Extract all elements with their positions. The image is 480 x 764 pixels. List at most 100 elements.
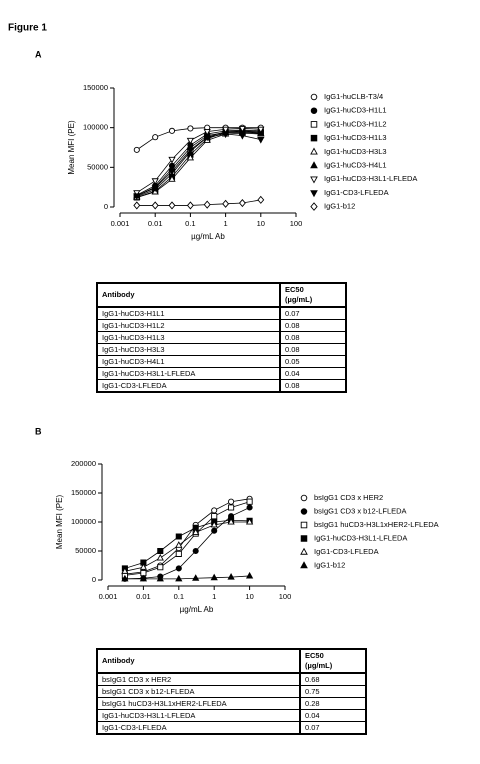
table-cell: bsIgG1 CD3 x b12-LFLEDA bbox=[97, 686, 300, 698]
legend-marker bbox=[311, 191, 317, 197]
table-row: IgG1-huCD3-H1L20.08 bbox=[97, 320, 346, 332]
legend-label: IgG1-CD3-LFLEDA bbox=[324, 188, 389, 197]
table-cell: IgG1-CD3-LFLEDA bbox=[97, 722, 300, 735]
table-cell: IgG1-huCD3-H3L1-LFLEDA bbox=[97, 368, 280, 380]
legend-marker bbox=[311, 108, 317, 114]
table-cell: 0.28 bbox=[300, 698, 366, 710]
table-row: IgG1-huCD3-H4L10.05 bbox=[97, 356, 346, 368]
legend-label: IgG1-huCD3-H4L1 bbox=[324, 160, 387, 169]
header-cell: EC50(µg/mL) bbox=[300, 649, 366, 673]
marker bbox=[212, 508, 217, 513]
header-cell: EC50(µg/mL) bbox=[280, 283, 346, 307]
x-tick-label: 1 bbox=[212, 592, 216, 601]
table-cell: 0.08 bbox=[280, 332, 346, 344]
legend-label: IgG1-huCD3-H3L1-LFLEDA bbox=[324, 174, 417, 183]
legend-marker bbox=[301, 562, 307, 568]
table-row: IgG1-huCD3-H3L1-LFLEDA0.04 bbox=[97, 368, 346, 380]
legend-label: IgG1-huCD3-H1L1 bbox=[324, 106, 387, 115]
header-row: AntibodyEC50(µg/mL) bbox=[97, 283, 346, 307]
y-tick-label: 150000 bbox=[71, 488, 96, 497]
table-row: IgG1-huCD3-H3L30.08 bbox=[97, 344, 346, 356]
y-tick-label: 0 bbox=[92, 575, 96, 584]
marker bbox=[188, 202, 194, 209]
legend-marker bbox=[311, 203, 317, 210]
table-cell: 0.68 bbox=[300, 673, 366, 686]
legend-label: bsIgG1 CD3 x b12-LFLEDA bbox=[314, 506, 407, 515]
marker bbox=[158, 565, 163, 570]
y-tick-label: 100000 bbox=[71, 517, 96, 526]
table-cell: IgG1-huCD3-H1L2 bbox=[97, 320, 280, 332]
table-cell: IgG1-huCD3-H1L3 bbox=[97, 332, 280, 344]
panel-label: B bbox=[35, 426, 42, 436]
legend-marker bbox=[311, 148, 317, 154]
marker bbox=[211, 575, 217, 580]
table-cell: 0.07 bbox=[280, 307, 346, 320]
table-cell: 0.07 bbox=[300, 722, 366, 735]
legend-label: IgG1-huCLB-T3/4 bbox=[324, 92, 383, 101]
table-row: IgG1-huCD3-H1L10.07 bbox=[97, 307, 346, 320]
marker bbox=[176, 576, 182, 581]
marker bbox=[204, 201, 210, 208]
table-cell: IgG1-huCD3-H4L1 bbox=[97, 356, 280, 368]
x-tick-label: 10 bbox=[245, 592, 253, 601]
table-cell: 0.05 bbox=[280, 356, 346, 368]
marker bbox=[158, 548, 163, 553]
y-tick-label: 150000 bbox=[83, 83, 108, 92]
y-tick-label: 50000 bbox=[75, 546, 96, 555]
legend-label: bsIgG1 huCD3-H3L1xHER2-LFLEDA bbox=[314, 520, 439, 529]
marker bbox=[176, 566, 181, 571]
header-row: AntibodyEC50(µg/mL) bbox=[97, 649, 366, 673]
legend-label: IgG1-b12 bbox=[324, 202, 355, 211]
marker bbox=[193, 548, 198, 553]
x-axis-label: µg/mL Ab bbox=[191, 232, 225, 241]
legend-marker bbox=[301, 495, 307, 501]
table-cell: 0.08 bbox=[280, 320, 346, 332]
table-cell: 0.08 bbox=[280, 344, 346, 356]
table-row: IgG1-huCD3-H3L1-LFLEDA0.04 bbox=[97, 710, 366, 722]
x-axis-label: µg/mL Ab bbox=[180, 605, 214, 614]
legend-label: IgG1-b12 bbox=[314, 560, 345, 569]
legend-marker bbox=[311, 122, 317, 128]
marker bbox=[153, 135, 158, 140]
table-row: bsIgG1 CD3 x b12-LFLEDA0.75 bbox=[97, 686, 366, 698]
marker bbox=[228, 499, 233, 504]
marker bbox=[169, 128, 174, 133]
legend-label: IgG1-huCD3-H3L3 bbox=[324, 147, 387, 156]
legend-marker bbox=[301, 536, 307, 542]
marker bbox=[152, 202, 158, 209]
table-cell: 0.04 bbox=[280, 368, 346, 380]
header-text: EC50 bbox=[305, 651, 361, 661]
table-cell: bsIgG1 CD3 x HER2 bbox=[97, 673, 300, 686]
marker bbox=[169, 202, 175, 209]
marker bbox=[212, 528, 217, 533]
legend-label: IgG1-huCD3-H3L1-LFLEDA bbox=[314, 533, 407, 542]
legend-marker bbox=[301, 522, 307, 528]
x-tick-label: 0.01 bbox=[136, 592, 151, 601]
table-cell: IgG1-huCD3-H1L1 bbox=[97, 307, 280, 320]
table-cell: bsIgG1 huCD3-H3L1xHER2-LFLEDA bbox=[97, 698, 300, 710]
page: Figure 1 A0500001000001500000.0010.010.1… bbox=[0, 0, 480, 764]
table-row: IgG1-CD3-LFLEDA0.08 bbox=[97, 380, 346, 393]
legend-marker bbox=[301, 509, 307, 515]
marker bbox=[134, 202, 140, 209]
marker bbox=[228, 505, 233, 510]
legend-label: IgG1-CD3-LFLEDA bbox=[314, 547, 379, 556]
header-text: EC50 bbox=[285, 285, 341, 295]
marker bbox=[258, 196, 264, 203]
y-tick-label: 200000 bbox=[71, 459, 96, 468]
header-text: (µg/mL) bbox=[285, 295, 341, 305]
marker bbox=[157, 555, 163, 560]
marker bbox=[176, 534, 181, 539]
table-row: bsIgG1 CD3 x HER20.68 bbox=[97, 673, 366, 686]
figure-title: Figure 1 bbox=[8, 23, 47, 34]
table-cell: IgG1-CD3-LFLEDA bbox=[97, 380, 280, 393]
x-tick-label: 1 bbox=[224, 219, 228, 228]
table-cell: IgG1-huCD3-H3L3 bbox=[97, 344, 280, 356]
legend-marker bbox=[311, 177, 317, 183]
x-tick-label: 10 bbox=[257, 219, 265, 228]
panel-label: A bbox=[35, 49, 42, 59]
header-text: (µg/mL) bbox=[305, 661, 361, 671]
legend-label: bsIgG1 CD3 x HER2 bbox=[314, 493, 383, 502]
legend-label: IgG1-huCD3-H1L2 bbox=[324, 119, 387, 128]
marker bbox=[223, 200, 229, 207]
